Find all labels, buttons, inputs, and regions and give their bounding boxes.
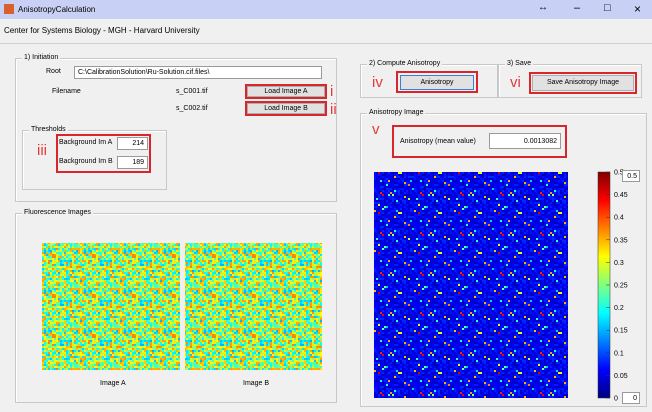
annotation: iv bbox=[372, 74, 383, 91]
save-button[interactable]: Save Anisotropy Image bbox=[532, 75, 634, 91]
title-bar: AnisotropyCalculation ↔ – □ × bbox=[0, 0, 652, 19]
annotation: ii bbox=[330, 101, 337, 118]
panel-title: 1) Initiation bbox=[22, 54, 61, 61]
panel-title: Thresholds bbox=[29, 126, 68, 133]
highlight-box bbox=[529, 72, 637, 94]
anisotropy-image bbox=[374, 172, 568, 398]
highlight-box bbox=[392, 125, 567, 158]
root-label: Root bbox=[46, 68, 61, 75]
colorbar-max[interactable]: 0.5 bbox=[622, 170, 640, 182]
annotation: iii bbox=[37, 142, 47, 159]
mean-value: 0.0013082 bbox=[489, 133, 561, 149]
anisotropy-button[interactable]: Anisotropy bbox=[400, 75, 474, 90]
panel-title: 2) Compute Anisotropy bbox=[367, 60, 443, 67]
colorbar-tick-label: 0.4 bbox=[614, 215, 624, 222]
colorbar-min[interactable]: 0 bbox=[622, 392, 640, 404]
annotation: i bbox=[330, 83, 334, 100]
threshold-a[interactable]: 214 bbox=[117, 137, 148, 150]
colorbar-tick-label: 0.35 bbox=[614, 237, 628, 244]
load-a-button[interactable]: Load Image A bbox=[247, 86, 325, 97]
maximize[interactable]: □ bbox=[604, 2, 611, 14]
image-b bbox=[185, 243, 322, 370]
fluorescence-panel: Fluorescence Images bbox=[15, 209, 337, 403]
highlight-box bbox=[56, 134, 151, 173]
annotation: v bbox=[372, 121, 380, 138]
resize-icon[interactable]: ↔ bbox=[538, 2, 548, 13]
panel-title: Fluorescence Images bbox=[22, 209, 93, 216]
label: Background Im B bbox=[59, 158, 113, 165]
minimize[interactable]: – bbox=[574, 2, 581, 14]
colorbar-tick-label: 0.3 bbox=[614, 260, 624, 267]
highlight-box bbox=[245, 84, 327, 99]
highlight-box bbox=[396, 71, 478, 93]
save-panel: 3) Save bbox=[498, 60, 642, 98]
load-b-button[interactable]: Load Image B bbox=[247, 103, 325, 114]
file-b: s_C002.tif bbox=[176, 105, 208, 112]
anisotropy-panel: Anisotropy Image bbox=[360, 109, 647, 407]
colorbar-tick-label: 0.45 bbox=[614, 192, 628, 199]
image-b-label: Image B bbox=[243, 380, 270, 387]
close[interactable]: × bbox=[634, 2, 642, 16]
colorbar-tick-label: 0.1 bbox=[614, 350, 624, 357]
header: Center for Systems Biology - MGH - Harva… bbox=[4, 26, 200, 35]
app-icon bbox=[4, 4, 14, 14]
colorbar-tick-label: 0.5 bbox=[614, 170, 624, 177]
root-field[interactable]: C:\CalibrationSolution\Ru-Solution.cif.f… bbox=[74, 66, 322, 79]
panel-title: 3) Save bbox=[505, 60, 534, 67]
threshold-b[interactable]: 189 bbox=[117, 156, 148, 169]
compute-panel: 2) Compute Anisotropy bbox=[360, 60, 498, 98]
thresholds-panel: Thresholds bbox=[22, 126, 167, 190]
colorbar-tick-label: 0 bbox=[614, 396, 618, 403]
file-a: s_C001.tif bbox=[176, 88, 208, 95]
panel-title: Anisotropy Image bbox=[367, 109, 426, 116]
colorbar-tick-label: 0.2 bbox=[614, 305, 624, 312]
image-a bbox=[42, 243, 180, 370]
window-title: AnisotropyCalculation bbox=[18, 5, 96, 14]
initiation-panel: 1) Initiation bbox=[15, 54, 337, 202]
mean-label: Anisotropy (mean value) bbox=[400, 138, 476, 145]
separator bbox=[0, 43, 652, 44]
filename-label: Filename bbox=[52, 88, 81, 95]
colorbar-tick-label: 0.25 bbox=[614, 283, 628, 290]
colorbar-tick-label: 0.15 bbox=[614, 328, 628, 335]
image-a-label: Image A bbox=[100, 380, 126, 387]
colorbar-tick-label: 0.05 bbox=[614, 373, 628, 380]
label: Background Im A bbox=[59, 139, 113, 146]
annotation: vi bbox=[510, 74, 521, 91]
highlight-box bbox=[245, 101, 327, 116]
